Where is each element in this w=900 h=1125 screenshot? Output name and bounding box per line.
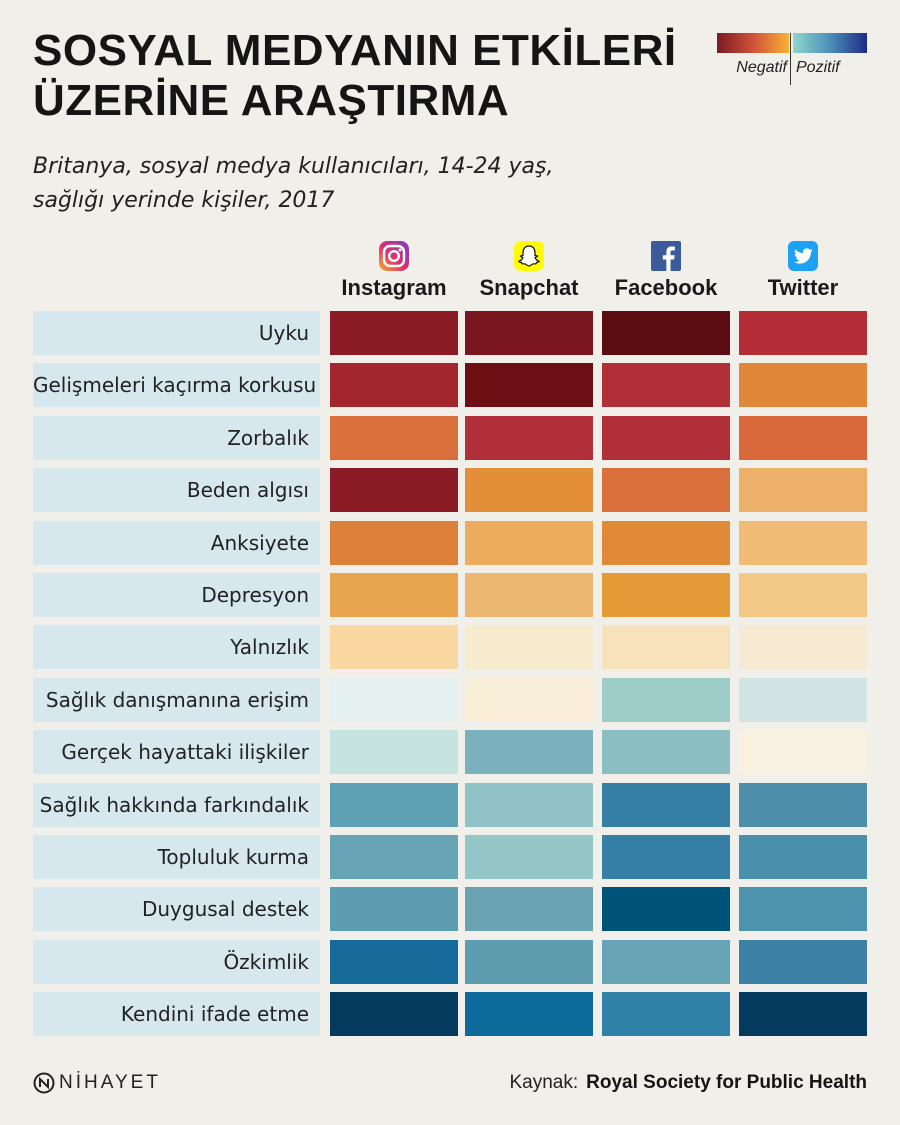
heatmap-cell-snapchat — [465, 887, 593, 931]
heatmap-cell-instagram — [330, 835, 458, 879]
heatmap-cell-facebook — [602, 887, 730, 931]
heatmap-cell-facebook — [602, 468, 730, 512]
platform-header-facebook: Facebook — [602, 240, 730, 302]
snapchat-icon — [513, 240, 545, 272]
logo-text: NİHAYET — [59, 1072, 161, 1093]
source-credit: Kaynak: Royal Society for Public Health — [510, 1071, 868, 1095]
legend-negative-gradient — [717, 33, 789, 53]
heatmap-cell-twitter — [739, 416, 867, 460]
heatmap-cell-snapchat — [465, 835, 593, 879]
legend-positive-gradient — [793, 33, 867, 53]
legend-positive-label: Pozitif — [796, 59, 840, 76]
row-label: Topluluk kurma — [33, 835, 320, 879]
row-label: Sağlık danışmanına erişim — [33, 678, 320, 722]
platform-header-twitter: Twitter — [739, 240, 867, 302]
row-label: Zorbalık — [33, 416, 320, 460]
heatmap-cell-facebook — [602, 416, 730, 460]
legend-negative-label: Negatif — [736, 59, 787, 76]
platform-header-snapchat: Snapchat — [465, 240, 593, 302]
heatmap-cell-facebook — [602, 730, 730, 774]
heatmap-cell-snapchat — [465, 940, 593, 984]
platform-name: Twitter — [767, 275, 839, 300]
twitter-icon — [787, 240, 819, 272]
heatmap-cell-snapchat — [465, 311, 593, 355]
heatmap-cell-twitter — [739, 468, 867, 512]
heatmap-cell-instagram — [330, 311, 458, 355]
platform-header-instagram: Instagram — [330, 240, 458, 302]
heatmap-cell-twitter — [739, 311, 867, 355]
chart-title: SOSYAL MEDYANIN ETKİLERİ ÜZERİNE ARAŞTIR… — [33, 26, 677, 126]
heatmap-cell-facebook — [602, 678, 730, 722]
color-legend: Negatif Pozitif — [717, 33, 867, 88]
row-label: Beden algısı — [33, 468, 320, 512]
source-label: Kaynak: — [509, 1072, 579, 1093]
row-label: Anksiyete — [33, 521, 320, 565]
heatmap-cell-instagram — [330, 521, 458, 565]
heatmap-cell-snapchat — [465, 468, 593, 512]
heatmap-cell-instagram — [330, 625, 458, 669]
chart-subtitle-line-2: sağlığı yerinde kişiler, 2017 — [33, 188, 335, 213]
heatmap-cell-snapchat — [465, 992, 593, 1036]
heatmap-cell-instagram — [330, 887, 458, 931]
facebook-icon — [650, 240, 682, 272]
row-label: Gerçek hayattaki ilişkiler — [33, 730, 320, 774]
heatmap-cell-twitter — [739, 835, 867, 879]
chart-title-line-2: ÜZERİNE ARAŞTIRMA — [33, 76, 510, 125]
heatmap-cell-facebook — [602, 573, 730, 617]
row-label: Özkimlik — [33, 940, 320, 984]
heatmap-cell-snapchat — [465, 730, 593, 774]
chart-subtitle-line-1: Britanya, sosyal medya kullanıcıları, 14… — [33, 154, 554, 179]
heatmap-cell-twitter — [739, 678, 867, 722]
heatmap-cell-instagram — [330, 678, 458, 722]
heatmap-cell-instagram — [330, 363, 458, 407]
heatmap-cell-facebook — [602, 521, 730, 565]
platform-name: Facebook — [614, 275, 718, 300]
heatmap-cell-facebook — [602, 311, 730, 355]
heatmap-cell-facebook — [602, 363, 730, 407]
row-label: Kendini ifade etme — [33, 992, 320, 1036]
heatmap-cell-snapchat — [465, 363, 593, 407]
row-label: Yalnızlık — [33, 625, 320, 669]
row-label: Gelişmeleri kaçırma korkusu — [33, 363, 320, 407]
heatmap-cell-facebook — [602, 625, 730, 669]
heatmap-cell-instagram — [330, 730, 458, 774]
heatmap-cell-twitter — [739, 783, 867, 827]
heatmap-cell-instagram — [330, 992, 458, 1036]
platform-name: Snapchat — [479, 275, 579, 300]
heatmap-cell-instagram — [330, 940, 458, 984]
heatmap-cell-snapchat — [465, 416, 593, 460]
row-label: Uyku — [33, 311, 320, 355]
heatmap-cell-snapchat — [465, 625, 593, 669]
heatmap-cell-snapchat — [465, 573, 593, 617]
heatmap-cell-twitter — [739, 730, 867, 774]
heatmap-cell-facebook — [602, 783, 730, 827]
chart-subtitle: Britanya, sosyal medya kullanıcıları, 14… — [33, 150, 653, 218]
heatmap-cell-twitter — [739, 363, 867, 407]
heatmap-cell-snapchat — [465, 783, 593, 827]
heatmap-cell-twitter — [739, 573, 867, 617]
chart-title-line-1: SOSYAL MEDYANIN ETKİLERİ — [33, 26, 677, 75]
legend-divider — [790, 33, 791, 85]
heatmap-cell-twitter — [739, 887, 867, 931]
heatmap-cell-twitter — [739, 625, 867, 669]
row-label: Depresyon — [33, 573, 320, 617]
heatmap-cell-instagram — [330, 573, 458, 617]
heatmap-cell-snapchat — [465, 521, 593, 565]
heatmap-cell-snapchat — [465, 678, 593, 722]
row-label: Duygusal destek — [33, 887, 320, 931]
instagram-icon — [378, 240, 410, 272]
heatmap-cell-instagram — [330, 416, 458, 460]
source-value: Royal Society for Public Health — [586, 1072, 867, 1093]
heatmap-cell-facebook — [602, 835, 730, 879]
heatmap-cell-instagram — [330, 783, 458, 827]
heatmap-cell-facebook — [602, 940, 730, 984]
heatmap-cell-twitter — [739, 521, 867, 565]
logo-mark-icon — [33, 1072, 55, 1094]
heatmap-cell-facebook — [602, 992, 730, 1036]
row-label: Sağlık hakkında farkındalık — [33, 783, 320, 827]
heatmap-cell-twitter — [739, 992, 867, 1036]
heatmap-cell-instagram — [330, 468, 458, 512]
heatmap-cell-twitter — [739, 940, 867, 984]
platform-name: Instagram — [341, 275, 447, 300]
